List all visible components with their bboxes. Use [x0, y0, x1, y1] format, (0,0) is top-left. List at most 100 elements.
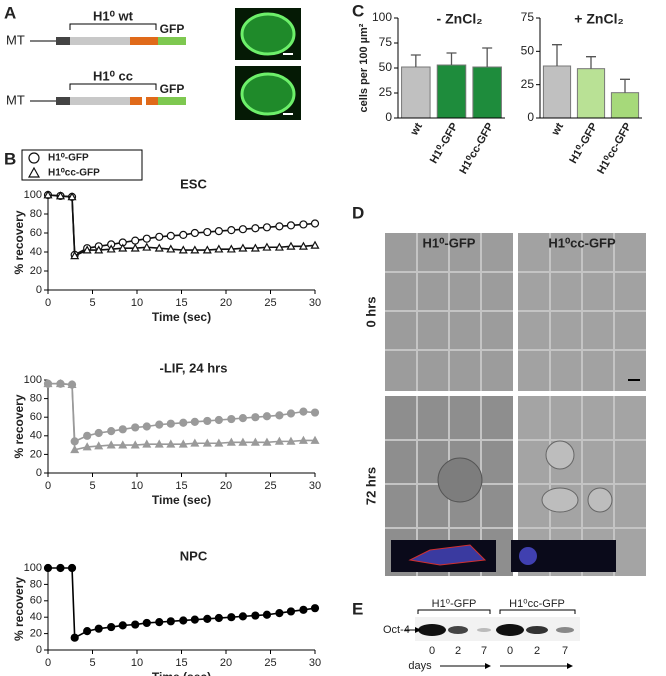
x-tick-label: 0 [45, 657, 51, 669]
chart-title: ESC [180, 176, 207, 191]
y-tick-label: 75 [521, 10, 535, 24]
construct: MT H1⁰ wt GFP [6, 8, 186, 47]
bar [576, 68, 606, 119]
error-bar [446, 52, 457, 65]
y-tick-label: 25 [521, 77, 535, 91]
marker [275, 222, 284, 231]
error-bar [586, 56, 596, 69]
group-label: H1⁰cc-GFP [509, 598, 565, 610]
lane-label: 2 [455, 645, 461, 657]
x-tick-label: 0 [45, 480, 51, 492]
marker [118, 243, 128, 252]
marker [155, 618, 164, 627]
marker [262, 223, 272, 232]
marker [227, 613, 236, 622]
marker [226, 244, 236, 253]
marker [43, 190, 53, 199]
marker [214, 415, 223, 425]
x-tick-label: 30 [309, 480, 321, 492]
y-tick-label: 50 [379, 60, 393, 74]
column-header: H1⁰-GFP [423, 235, 476, 250]
y-tick-label: 80 [30, 393, 42, 405]
marker [262, 242, 272, 251]
y-tick-label: 60 [30, 227, 42, 239]
marker [286, 607, 296, 616]
marker [106, 244, 116, 253]
x-tick-label: wt [408, 121, 425, 139]
x-tick-label: 5 [89, 480, 95, 492]
x-tick-label: H1⁰cc-GFP [457, 121, 496, 176]
marker [286, 221, 296, 230]
x-tick-label: 20 [220, 297, 232, 309]
legend-label: H1⁰-GFP [48, 153, 89, 164]
marker [262, 437, 272, 446]
y-axis-label: cells per 100 µm² [358, 23, 370, 112]
y-tick-label: 20 [30, 265, 42, 277]
marker [203, 227, 212, 237]
marker [107, 622, 116, 632]
marker [83, 431, 92, 440]
chart-title: -LIF, 24 hrs [160, 360, 228, 375]
y-tick-label: 80 [30, 578, 42, 590]
y-axis-label: % recovery [12, 577, 26, 641]
marker [70, 633, 79, 642]
y-tick-label: 75 [379, 35, 393, 49]
marker [82, 245, 92, 254]
marker [227, 226, 236, 235]
chart-title: - ZnCl₂ [437, 11, 483, 27]
promoter: MT [6, 92, 25, 107]
y-tick-label: 20 [30, 628, 42, 640]
bar [610, 92, 640, 119]
y-tick-label: 100 [24, 189, 42, 201]
marker [214, 613, 223, 623]
x-tick-label: 20 [220, 480, 232, 492]
marker [202, 245, 212, 254]
marker [238, 612, 248, 621]
group-label: H1⁰-GFP [432, 598, 477, 610]
marker [250, 243, 260, 252]
marker [118, 425, 127, 434]
marker [310, 408, 320, 417]
construct-label: H1⁰ cc [93, 68, 133, 83]
marker [55, 378, 65, 388]
marker [298, 241, 308, 250]
construct-label: H1⁰ wt [93, 8, 134, 23]
marker [107, 427, 116, 436]
marker [203, 416, 212, 426]
lane-label: 7 [481, 645, 487, 657]
marker [250, 437, 260, 446]
marker [238, 243, 248, 252]
bar [542, 65, 572, 119]
y-tick-label: 60 [30, 411, 42, 423]
marker [118, 621, 127, 630]
marker [142, 439, 152, 448]
marker [82, 442, 92, 451]
marker [56, 563, 65, 573]
panel-label: B [4, 149, 16, 168]
x-axis-label: Time (sec) [152, 493, 211, 507]
y-tick-label: 0 [527, 110, 534, 124]
series-line [48, 382, 315, 451]
marker [67, 192, 77, 201]
bar [436, 64, 467, 119]
protein-label: Oct-4 [383, 624, 410, 636]
marker [67, 563, 77, 573]
marker [214, 244, 224, 253]
x-tick-label: 25 [264, 657, 276, 669]
marker [70, 445, 80, 454]
y-tick-label: 40 [30, 611, 42, 623]
y-tick-label: 100 [24, 562, 42, 574]
lane-label: 7 [562, 645, 568, 657]
marker [166, 244, 176, 253]
marker [262, 412, 272, 421]
y-axis-label: % recovery [12, 210, 26, 274]
x-tick-label: 30 [309, 657, 321, 669]
error-bar [410, 54, 421, 67]
marker [310, 604, 320, 613]
marker [154, 439, 164, 448]
y-tick-label: 50 [521, 44, 535, 58]
marker [299, 407, 308, 416]
error-bar [552, 44, 562, 66]
marker [227, 414, 236, 424]
marker [179, 230, 188, 239]
